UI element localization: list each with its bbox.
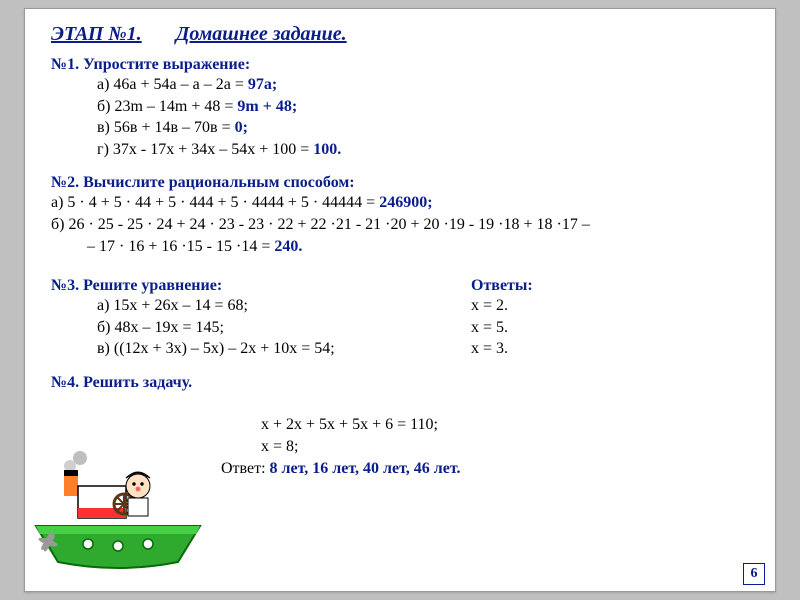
p3-c: в) ((12х + 3х) – 5х) – 2х + 10х = 54; xyxy=(51,338,471,360)
title-part-a: ЭТАП №1. xyxy=(51,23,142,45)
problem-4-heading: №4. Решить задачу. xyxy=(51,374,755,392)
p4-answer: Ответ: 8 лет, 16 лет, 40 лет, 46 лет. xyxy=(221,458,460,480)
p2-b-expr: – 17 · 16 + 16 ·15 - 15 ·14 = xyxy=(87,238,274,255)
p1-a-ans: 97а; xyxy=(248,76,277,93)
p1-b: б) 23m – 14m + 48 = 9m + 48; xyxy=(51,96,755,118)
p1-a: а) 46а + 54а – а – 2а = 97а; xyxy=(51,74,755,96)
p1-b-expr: б) 23m – 14m + 48 = xyxy=(97,98,237,115)
p3-b: б) 48х – 19х = 145; xyxy=(51,317,471,339)
p2-b-line2: – 17 · 16 + 16 ·15 - 15 ·14 = 240. xyxy=(51,236,755,258)
boat-icon xyxy=(28,446,208,576)
p1-d: г) 37х - 17х + 34х – 54х + 100 = 100. xyxy=(51,139,755,161)
page-number: 6 xyxy=(743,563,765,585)
p3-a-ans: х = 2. xyxy=(471,295,755,317)
p4-line2: х = 8; xyxy=(261,436,298,458)
answers-heading: Ответы: xyxy=(471,277,755,295)
p2-a-expr: а) 5 · 4 + 5 · 44 + 5 · 444 + 5 · 4444 +… xyxy=(51,194,379,211)
p1-d-ans: 100. xyxy=(313,141,341,158)
p1-d-expr: г) 37х - 17х + 34х – 54х + 100 = xyxy=(97,141,313,158)
problem-2-heading: №2. Вычислите рациональным способом: xyxy=(51,174,755,192)
slide-title: ЭТАП №1. Домашнее задание. xyxy=(51,23,755,46)
p3-b-ans: х = 5. xyxy=(471,317,755,339)
title-part-b: Домашнее задание. xyxy=(176,23,347,45)
problem-1-heading: №1. Упростите выражение: xyxy=(51,56,755,74)
p2-b-ans: 240. xyxy=(274,238,302,255)
p4-ans-value: 8 лет, 16 лет, 40 лет, 46 лет. xyxy=(270,460,461,477)
p1-b-ans: 9m + 48; xyxy=(237,98,297,115)
p1-a-expr: а) 46а + 54а – а – 2а = xyxy=(97,76,248,93)
p1-c-expr: в) 56в + 14в – 70в = xyxy=(97,119,235,136)
p3-a: а) 15х + 26х – 14 = 68; xyxy=(51,295,471,317)
p3-c-ans: х = 3. xyxy=(471,338,755,360)
p2-b-line1: б) 26 · 25 - 25 · 24 + 24 · 23 - 23 · 22… xyxy=(51,214,755,236)
p1-c: в) 56в + 14в – 70в = 0; xyxy=(51,117,755,139)
p2-a-ans: 246900; xyxy=(379,194,432,211)
p1-c-ans: 0; xyxy=(235,119,248,136)
p2-a: а) 5 · 4 + 5 · 44 + 5 · 444 + 5 · 4444 +… xyxy=(51,192,755,214)
problem-3-heading: №3. Решите уравнение: xyxy=(51,277,471,295)
p4-line1: х + 2х + 5х + 5х + 6 = 110; xyxy=(261,414,438,436)
p4-ans-label: Ответ: xyxy=(221,460,270,477)
